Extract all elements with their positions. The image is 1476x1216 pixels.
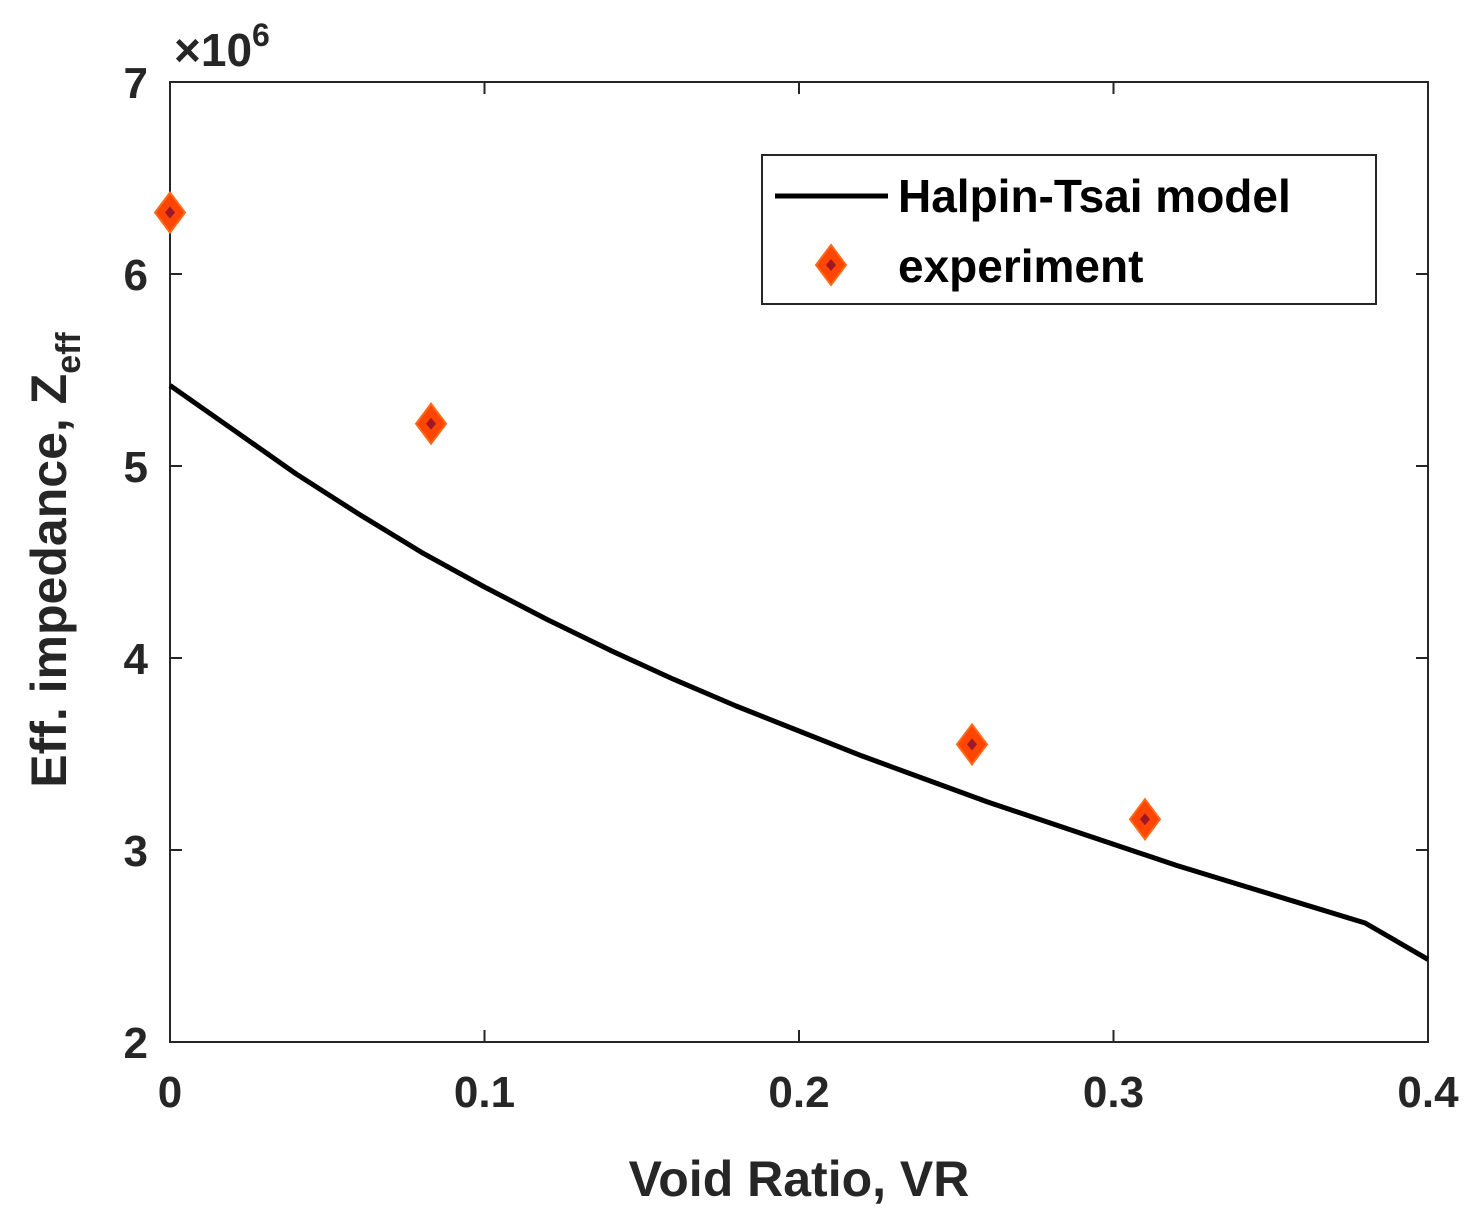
experiment-point xyxy=(955,722,989,767)
y-axis-label-subscript: eff xyxy=(50,332,88,374)
y-axis-ticks: 2 3 4 5 6 7 xyxy=(124,59,1428,1068)
legend-label-model: Halpin-Tsai model xyxy=(898,170,1291,222)
y-exponent-label: ×106 xyxy=(174,17,270,76)
x-tick-label: 0 xyxy=(158,1068,182,1117)
series-line-halpin-tsai xyxy=(168,383,1430,962)
experiment-point-inner xyxy=(165,206,175,219)
experiment-point-inner xyxy=(1139,813,1150,826)
y-tick-label: 2 xyxy=(124,1019,148,1068)
x-tick-label: 0.2 xyxy=(768,1068,829,1117)
legend: Halpin-Tsai model experiment xyxy=(761,154,1377,305)
y-exponent-power: 6 xyxy=(252,17,270,53)
experiment-point xyxy=(153,190,187,235)
x-axis-ticks: 0 0.1 0.2 0.3 0.4 xyxy=(158,82,1459,1117)
y-tick-label: 6 xyxy=(124,251,148,300)
x-tick-label: 0.1 xyxy=(454,1068,515,1117)
experiment-point xyxy=(1128,797,1162,841)
x-tick-label: 0.3 xyxy=(1083,1068,1144,1117)
legend-diamond-marker xyxy=(814,243,848,287)
x-tick-label: 0.4 xyxy=(1397,1068,1459,1117)
y-tick-label: 3 xyxy=(124,827,148,876)
legend-box xyxy=(761,154,1377,305)
series-layer xyxy=(153,190,1430,962)
y-tick-label: 7 xyxy=(124,59,148,108)
experiment-point-inner xyxy=(966,738,977,751)
y-axis-label-main: Eff. impedance, Z xyxy=(21,374,77,788)
x-axis-label: Void Ratio, VR xyxy=(629,1151,970,1207)
legend-label-experiment: experiment xyxy=(898,240,1143,292)
experiment-point-inner xyxy=(426,417,437,430)
y-tick-label: 4 xyxy=(124,635,149,684)
experiment-point xyxy=(414,402,448,446)
y-exponent-prefix: ×10 xyxy=(174,24,252,76)
y-axis-label: Eff. impedance, Zeff xyxy=(21,332,88,788)
y-tick-label: 5 xyxy=(124,443,148,492)
